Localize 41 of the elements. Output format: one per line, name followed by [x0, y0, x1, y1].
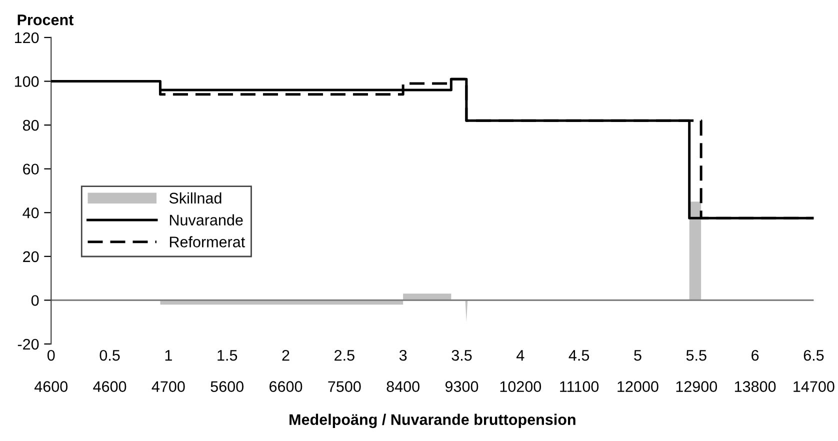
x-tick-label: 2	[282, 350, 290, 361]
x-tick-label: 0.5	[100, 350, 120, 361]
x-axis-title: Medelpoäng / Nuvarande bruttopension	[290, 414, 576, 428]
y-tick-label: -20	[18, 338, 39, 350]
x-tick-label: 4	[516, 350, 524, 361]
x-tick-label: 5	[634, 350, 642, 361]
x-tick-label: 5.5	[686, 350, 706, 361]
text: 7500	[328, 381, 361, 392]
x-tick-label: 3.5	[452, 350, 472, 361]
y-tick-label: 80	[22, 120, 39, 131]
y-tick-label: 0	[31, 295, 39, 306]
x-tick-label: 0	[47, 350, 55, 361]
y-tick-label: 60	[23, 164, 39, 175]
x-tick-label: 4.5	[568, 350, 590, 361]
text: 6600	[270, 381, 302, 392]
x-tick-label: 2.5	[334, 350, 354, 361]
x-tick-label: 1.5	[218, 350, 238, 361]
y-axis-title: Procent	[18, 14, 74, 26]
text: 4700	[152, 381, 185, 392]
text: 13800	[734, 381, 776, 392]
y-tick-label: 20	[23, 251, 39, 262]
text: 12000	[618, 381, 658, 392]
legend-label: Reformerat	[170, 236, 246, 248]
text: 11100	[560, 381, 599, 392]
text: 4600	[34, 381, 68, 392]
legend-label: Skillnad	[169, 192, 222, 204]
text: 8400	[386, 381, 420, 392]
legend-label: Nuvarande	[170, 214, 243, 226]
text: 9300	[445, 381, 478, 392]
text: 12900	[676, 381, 718, 392]
x-tick-label: 6	[752, 350, 759, 361]
text: 14700	[794, 381, 834, 392]
y-tick-label: 120	[14, 32, 39, 44]
x-tick-label: 1	[165, 350, 172, 361]
y-tick-label: 40	[22, 207, 39, 218]
y-tick-label: 100	[14, 76, 39, 87]
text: 5600	[210, 381, 244, 392]
x-tick-label: 3	[399, 350, 407, 361]
text: 10200	[500, 381, 542, 392]
text: 4600	[93, 381, 126, 392]
x-tick-label: 6.5	[804, 350, 824, 361]
